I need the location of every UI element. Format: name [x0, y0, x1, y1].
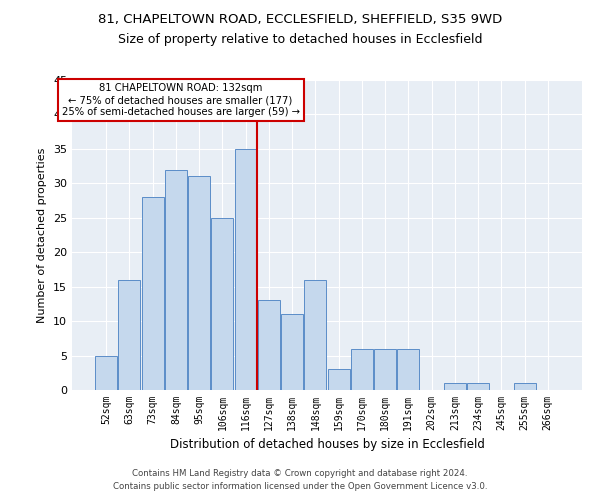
- Bar: [118, 280, 140, 390]
- Bar: [165, 170, 187, 390]
- Bar: [95, 356, 117, 390]
- Bar: [444, 383, 466, 390]
- Bar: [211, 218, 233, 390]
- Bar: [258, 300, 280, 390]
- Bar: [281, 314, 303, 390]
- Bar: [188, 176, 210, 390]
- Text: 81, CHAPELTOWN ROAD, ECCLESFIELD, SHEFFIELD, S35 9WD: 81, CHAPELTOWN ROAD, ECCLESFIELD, SHEFFI…: [98, 12, 502, 26]
- Bar: [351, 348, 373, 390]
- Text: 81 CHAPELTOWN ROAD: 132sqm
← 75% of detached houses are smaller (177)
25% of sem: 81 CHAPELTOWN ROAD: 132sqm ← 75% of deta…: [62, 84, 299, 116]
- Bar: [374, 348, 396, 390]
- Bar: [514, 383, 536, 390]
- Bar: [328, 370, 350, 390]
- Bar: [304, 280, 326, 390]
- Text: Size of property relative to detached houses in Ecclesfield: Size of property relative to detached ho…: [118, 32, 482, 46]
- Bar: [142, 197, 164, 390]
- Bar: [397, 348, 419, 390]
- X-axis label: Distribution of detached houses by size in Ecclesfield: Distribution of detached houses by size …: [170, 438, 484, 452]
- Y-axis label: Number of detached properties: Number of detached properties: [37, 148, 47, 322]
- Bar: [467, 383, 489, 390]
- Bar: [235, 149, 257, 390]
- Text: Contains public sector information licensed under the Open Government Licence v3: Contains public sector information licen…: [113, 482, 487, 491]
- Text: Contains HM Land Registry data © Crown copyright and database right 2024.: Contains HM Land Registry data © Crown c…: [132, 468, 468, 477]
